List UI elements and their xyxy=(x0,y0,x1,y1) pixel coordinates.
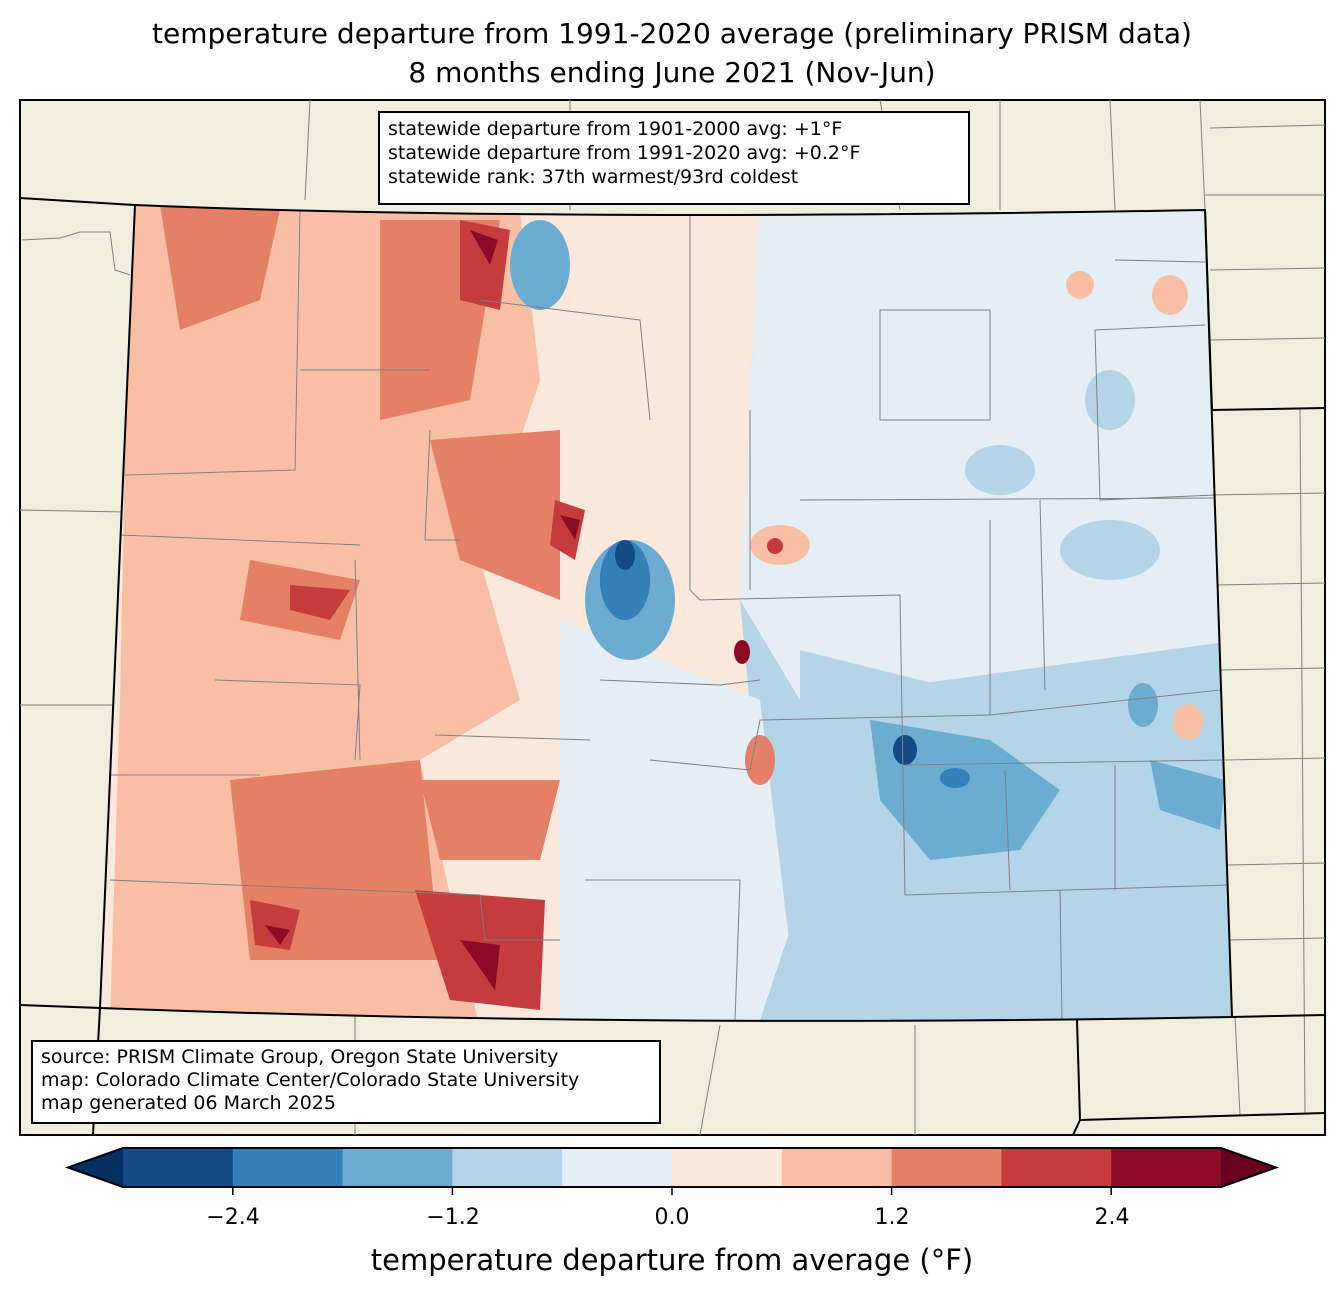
colorbar-bin xyxy=(1111,1148,1222,1187)
colorbar-tick-label: −1.2 xyxy=(426,1205,480,1230)
colorbar-extend-max xyxy=(1221,1148,1276,1187)
stat-1991-2020: statewide departure from 1991-2020 avg: … xyxy=(388,142,861,164)
colorbar-bin xyxy=(1001,1148,1112,1187)
colorado-border xyxy=(98,203,1234,1022)
source-box: source: PRISM Climate Group, Oregon Stat… xyxy=(31,1040,661,1124)
colorbar-tick-label: 0.0 xyxy=(654,1205,690,1230)
generated-date-line: map generated 06 March 2025 xyxy=(41,1092,336,1114)
colorbar-bin xyxy=(452,1148,563,1187)
map-title: temperature departure from 1991-2020 ave… xyxy=(152,17,1192,50)
source-line: source: PRISM Climate Group, Oregon Stat… xyxy=(41,1046,559,1068)
colorbar-bin xyxy=(342,1148,453,1187)
colorado-temperature-field xyxy=(100,205,1232,1021)
stat-rank: statewide rank: 37th warmest/93rd coldes… xyxy=(388,166,799,188)
colorbar-bin xyxy=(123,1148,234,1187)
colorbar-bin xyxy=(562,1148,673,1187)
statewide-stats-box: statewide departure from 1901-2000 avg: … xyxy=(378,111,970,205)
colorbar-bin xyxy=(781,1148,893,1187)
map-credit-line: map: Colorado Climate Center/Colorado St… xyxy=(41,1069,580,1091)
colorbar-bin xyxy=(232,1148,344,1187)
colorbar-bin xyxy=(891,1148,1002,1187)
colorbar-label: temperature departure from average (°F) xyxy=(370,1243,974,1277)
colorbar-tick-label: 1.2 xyxy=(874,1205,910,1230)
county-lines xyxy=(109,209,1229,1021)
colorbar-outline xyxy=(65,1147,1279,1188)
colorbar-bin xyxy=(672,1148,783,1187)
colorbar-tick-label: 2.4 xyxy=(1094,1205,1130,1230)
colorbar-extend-min xyxy=(68,1148,123,1187)
stat-1901-2000: statewide departure from 1901-2000 avg: … xyxy=(388,118,843,140)
map-subtitle: 8 months ending June 2021 (Nov-Jun) xyxy=(408,56,936,89)
colorbar xyxy=(65,1147,1279,1195)
colorbar-tick-label: −2.4 xyxy=(206,1205,260,1230)
neighbor-county-lines xyxy=(19,99,1326,1136)
